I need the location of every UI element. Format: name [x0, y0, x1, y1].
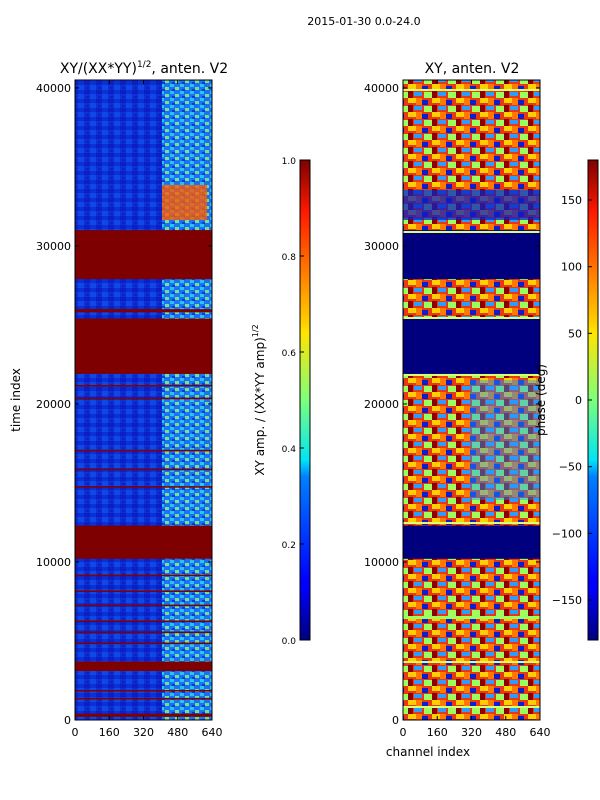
amplitude-ylabel: time index [9, 368, 23, 432]
amplitude-colorbar-tick-label: 0.4 [282, 445, 297, 455]
phase-flag-lines [403, 89, 540, 708]
amplitude-time-band [75, 689, 212, 692]
amplitude-colorbar-ticks: 0.0 0.2 0.4 0.6 0.8 1.0 [282, 157, 304, 647]
amplitude-colorbar-label-base: XY amp. / (XX*YY amp) [253, 337, 267, 475]
amplitude-title-base: XY/(XX*YY) [60, 61, 137, 77]
amplitude-ytick-label: 0 [64, 714, 71, 727]
phase-flag-line [403, 89, 540, 91]
amplitude-colorbar [299, 159, 311, 641]
amplitude-time-band [75, 631, 212, 634]
phase-xtick-label: 640 [530, 726, 551, 739]
phase-flag-line [403, 522, 540, 524]
amplitude-time-band [75, 486, 212, 488]
amplitude-time-band [75, 713, 212, 717]
phase-colorbar-tick-label: 100 [561, 261, 582, 274]
phase-panel: XY, anten. V2 0 10000 20000 30000 40000 0 160… [364, 61, 599, 759]
phase-xtick-label: 160 [427, 726, 448, 739]
phase-background [403, 80, 540, 720]
phase-flagged-bands [403, 230, 540, 559]
phase-ytick-label: 0 [392, 714, 399, 727]
phase-colorbar-tick-label: −100 [552, 527, 582, 540]
phase-ytick-label: 30000 [364, 240, 399, 253]
amplitude-time-band [75, 642, 212, 645]
amplitude-x-ticks: 0 160 320 480 640 [72, 80, 223, 739]
phase-colorbar-tick-label: 0 [575, 394, 582, 407]
amplitude-time-band [75, 697, 212, 700]
phase-xtick-label: 480 [495, 726, 516, 739]
phase-flag-line [403, 706, 540, 708]
phase-time-band [403, 230, 540, 280]
amplitude-title: XY/(XX*YY)1/2, anten. V2 [60, 60, 228, 77]
amplitude-xtick-label: 480 [167, 726, 188, 739]
amplitude-time-band [75, 449, 212, 452]
amplitude-xtick-label: 640 [202, 726, 223, 739]
amplitude-colorbar-tick-label: 0.2 [282, 541, 296, 551]
amplitude-time-band [75, 468, 212, 471]
amplitude-colorbar-tick-label: 0.8 [282, 253, 297, 263]
amplitude-xtick-label: 0 [72, 726, 79, 739]
amplitude-heatmap [75, 80, 212, 720]
phase-time-band [403, 525, 540, 559]
phase-flag-line [403, 317, 540, 319]
amplitude-ytick-label: 20000 [36, 398, 71, 411]
phase-colorbar-tick-label: −150 [552, 594, 582, 607]
amplitude-panel: XY/(XX*YY)1/2, anten. V2 010000200003000… [9, 60, 311, 739]
amplitude-bright-channels [162, 80, 212, 720]
amplitude-title-exponent: 1/2 [137, 60, 151, 70]
amplitude-time-band [75, 318, 212, 374]
phase-flag-line [403, 661, 540, 663]
amplitude-title-suffix: , anten. V2 [151, 61, 228, 77]
phase-heatmap [403, 80, 540, 720]
phase-time-band [403, 318, 540, 374]
amplitude-time-band [75, 230, 212, 280]
amplitude-time-band [75, 590, 212, 592]
amplitude-colorbar-tick-label: 0.0 [282, 637, 297, 647]
amplitude-time-band [75, 661, 212, 672]
amplitude-colorbar-label: XY amp. / (XX*YY amp)1/2 [251, 324, 267, 475]
phase-colorbar-tick-label: −50 [559, 461, 582, 474]
amplitude-time-band [75, 525, 212, 559]
phase-xtick-label: 0 [400, 726, 407, 739]
phase-title: XY, anten. V2 [425, 61, 520, 77]
amplitude-time-band [75, 620, 212, 623]
amplitude-y-ticks: 0 10000 20000 30000 40000 [36, 82, 212, 727]
phase-colorbar-tick-label: 150 [561, 194, 582, 207]
amplitude-colorbar-label-exponent: 1/2 [251, 324, 260, 337]
amplitude-time-band [75, 604, 212, 607]
amplitude-saturated-bands [75, 230, 212, 717]
phase-flag-line [403, 374, 540, 376]
phase-y-ticks: 0 10000 20000 30000 40000 [364, 82, 540, 727]
amplitude-ytick-label: 10000 [36, 556, 71, 569]
amplitude-ytick-label: 30000 [36, 240, 71, 253]
amplitude-hot-spot [162, 185, 207, 220]
phase-ytick-label: 20000 [364, 398, 399, 411]
phase-flag-line [403, 231, 540, 233]
phase-colorbar-tick-label: 50 [568, 327, 582, 340]
figure-suptitle: 2015-01-30 0.0-24.0 [307, 15, 420, 28]
phase-x-ticks: 0 160 320 480 640 [400, 80, 551, 739]
phase-flag-line [403, 616, 540, 619]
amplitude-time-band [75, 397, 212, 400]
phase-cyan-patch [470, 380, 540, 500]
phase-xtick-label: 320 [461, 726, 482, 739]
phase-ytick-label: 10000 [364, 556, 399, 569]
amplitude-colorbar-tick-label: 0.6 [282, 349, 297, 359]
phase-colorbar-ticks: −150 −100 −50 0 50 100 150 [552, 194, 592, 607]
amplitude-colorbar-tick-label: 1.0 [282, 157, 297, 167]
phase-xlabel: channel index [386, 745, 470, 759]
amplitude-xtick-label: 320 [133, 726, 154, 739]
phase-blue-patch [403, 190, 540, 220]
amplitude-ytick-label: 40000 [36, 82, 71, 95]
amplitude-xtick-label: 160 [99, 726, 120, 739]
amplitude-time-band [75, 384, 212, 387]
phase-colorbar-label: phase (deg) [534, 364, 548, 436]
amplitude-time-band [75, 574, 212, 577]
phase-ytick-label: 40000 [364, 82, 399, 95]
amplitude-time-band [75, 309, 212, 313]
